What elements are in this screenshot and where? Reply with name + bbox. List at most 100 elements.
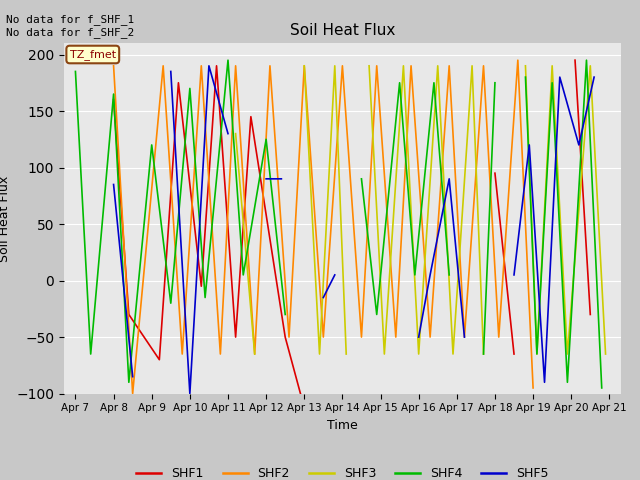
SHF1 (247, 114, 255, 120)
Text: No data for f_SHF_1
No data for f_SHF_2: No data for f_SHF_1 No data for f_SHF_2 (6, 14, 134, 38)
SHF3 (342, 351, 350, 357)
SHF4 (491, 80, 499, 85)
SHF2 (426, 334, 434, 340)
SHF4 (533, 351, 541, 357)
SHF2 (109, 63, 117, 69)
SHF4 (564, 379, 572, 385)
SHF5 (525, 142, 533, 148)
SHF2 (159, 63, 167, 69)
SHF1 (491, 170, 499, 176)
SHF2 (461, 334, 468, 340)
SHF4 (239, 272, 247, 278)
SHF2 (285, 334, 293, 340)
SHF5 (129, 374, 136, 380)
SHF2 (300, 63, 308, 69)
SHF5 (590, 74, 598, 80)
Y-axis label: Soil Heat Flux: Soil Heat Flux (0, 175, 11, 262)
SHF2 (392, 334, 399, 340)
SHF4 (224, 57, 232, 63)
SHF3 (399, 63, 407, 69)
SHF5 (331, 272, 339, 278)
SHF4 (582, 57, 590, 63)
SHF2 (232, 63, 239, 69)
SHF3 (415, 351, 422, 357)
SHF4 (87, 351, 95, 357)
SHF5 (541, 379, 548, 385)
SHF3 (479, 351, 487, 357)
SHF5 (224, 131, 232, 136)
SHF3 (533, 351, 541, 357)
SHF2 (266, 63, 274, 69)
SHF2 (529, 385, 537, 391)
SHF5 (461, 334, 468, 340)
SHF2 (339, 63, 346, 69)
SHF3 (365, 63, 373, 69)
SHF1 (125, 312, 132, 317)
SHF2 (198, 63, 205, 69)
SHF1 (510, 351, 518, 357)
SHF3 (251, 351, 259, 357)
SHF1 (388, 289, 396, 295)
SHF1 (296, 391, 304, 396)
Line: SHF2: SHF2 (113, 60, 533, 394)
SHF3 (468, 63, 476, 69)
SHF1 (198, 283, 205, 289)
Line: SHF3: SHF3 (236, 66, 605, 354)
SHF5 (109, 181, 117, 187)
SHF4 (411, 272, 419, 278)
Line: SHF4: SHF4 (76, 60, 602, 388)
SHF5 (510, 272, 518, 278)
SHF2 (129, 391, 136, 396)
SHF3 (232, 131, 239, 136)
SHF5 (167, 69, 175, 74)
SHF4 (125, 379, 132, 385)
SHF2 (179, 351, 186, 357)
SHF2 (319, 334, 327, 340)
SHF3 (434, 63, 442, 69)
SHF4 (201, 295, 209, 300)
SHF4 (186, 85, 194, 91)
SHF2 (407, 63, 415, 69)
SHF4 (262, 136, 270, 142)
Text: TZ_fmet: TZ_fmet (70, 49, 116, 60)
SHF2 (373, 63, 381, 69)
SHF3 (548, 63, 556, 69)
SHF2 (514, 57, 522, 63)
SHF5 (445, 176, 453, 182)
SHF3 (300, 63, 308, 69)
SHF1 (175, 80, 182, 85)
SHF5 (278, 176, 285, 182)
SHF3 (331, 63, 339, 69)
SHF3 (449, 351, 457, 357)
SHF5 (575, 142, 582, 148)
SHF1 (212, 63, 220, 69)
SHF1 (232, 334, 239, 340)
SHF4 (167, 300, 175, 306)
SHF4 (72, 69, 79, 74)
X-axis label: Time: Time (327, 419, 358, 432)
SHF3 (522, 63, 529, 69)
SHF3 (316, 351, 323, 357)
SHF1 (571, 57, 579, 63)
SHF2 (495, 334, 502, 340)
SHF4 (148, 142, 156, 148)
SHF4 (373, 312, 381, 317)
Line: SHF5: SHF5 (113, 66, 594, 394)
SHF4 (445, 272, 453, 278)
SHF4 (479, 351, 487, 357)
SHF4 (109, 91, 117, 97)
Legend: SHF1, SHF2, SHF3, SHF4, SHF5: SHF1, SHF2, SHF3, SHF4, SHF5 (131, 462, 554, 480)
SHF5 (415, 334, 422, 340)
SHF1 (156, 357, 163, 362)
SHF1 (109, 97, 117, 103)
SHF4 (358, 176, 365, 182)
SHF2 (445, 63, 453, 69)
SHF3 (564, 351, 572, 357)
SHF4 (396, 80, 403, 85)
Title: Soil Heat Flux: Soil Heat Flux (290, 23, 395, 38)
SHF3 (602, 351, 609, 357)
SHF2 (358, 334, 365, 340)
SHF5 (358, 272, 365, 278)
SHF3 (586, 63, 594, 69)
SHF3 (381, 351, 388, 357)
